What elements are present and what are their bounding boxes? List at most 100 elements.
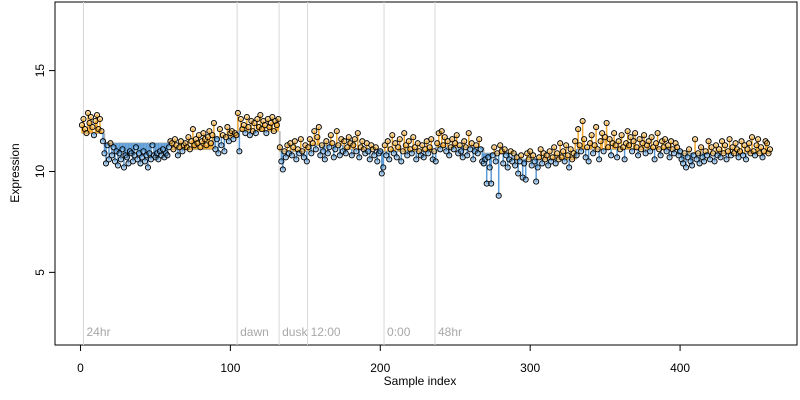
point: [599, 130, 606, 137]
x-tick-label: 300: [520, 361, 540, 375]
point: [597, 138, 604, 145]
point: [215, 150, 222, 157]
point: [566, 164, 573, 171]
point: [748, 134, 756, 141]
point: [630, 138, 637, 145]
point: [332, 146, 339, 153]
point: [453, 132, 460, 139]
point: [507, 148, 514, 155]
point: [659, 138, 666, 145]
x-tick-label: 200: [370, 361, 390, 375]
point: [585, 158, 592, 165]
point: [488, 180, 495, 187]
point: [594, 146, 601, 153]
point: [636, 136, 643, 143]
point: [465, 130, 472, 137]
point: [213, 136, 220, 143]
point: [754, 136, 762, 143]
point: [356, 154, 363, 161]
point: [269, 113, 276, 121]
point: [738, 138, 745, 145]
point: [338, 136, 345, 143]
point: [389, 132, 396, 139]
point: [303, 158, 310, 165]
point: [504, 164, 511, 171]
point: [296, 150, 303, 157]
point: [341, 138, 348, 145]
point: [473, 142, 480, 149]
point: [519, 174, 526, 181]
plot-box: [54, 1, 798, 346]
point: [381, 142, 388, 149]
point: [575, 126, 582, 133]
point: [570, 150, 577, 157]
point: [588, 132, 595, 139]
point: [632, 130, 639, 137]
point: [540, 150, 547, 157]
point: [456, 142, 463, 149]
point: [234, 109, 241, 117]
point: [321, 156, 328, 163]
point: [714, 152, 721, 159]
point: [149, 142, 156, 149]
point: [704, 152, 711, 159]
point: [384, 138, 391, 145]
point: [263, 130, 270, 137]
point: [164, 152, 171, 159]
point: [539, 160, 546, 167]
point: [86, 120, 93, 127]
point: [276, 144, 283, 151]
point: [429, 156, 436, 163]
point: [189, 126, 196, 133]
point: [757, 144, 765, 151]
point: [200, 130, 207, 137]
point: [417, 152, 424, 159]
point: [318, 142, 325, 149]
point: [173, 142, 180, 149]
marker-label: dawn: [240, 325, 269, 339]
point: [245, 124, 252, 131]
point: [120, 164, 128, 171]
point: [101, 150, 108, 157]
point: [635, 152, 642, 159]
point: [573, 152, 580, 159]
point: [401, 130, 408, 137]
point: [503, 152, 510, 159]
point: [624, 128, 631, 135]
point: [674, 144, 681, 151]
point: [623, 140, 630, 147]
point: [392, 140, 399, 147]
point: [766, 146, 774, 153]
point: [546, 148, 553, 155]
point: [440, 142, 447, 149]
point: [476, 136, 483, 143]
point: [563, 142, 570, 149]
point: [285, 150, 292, 157]
point: [410, 134, 417, 141]
point: [552, 160, 559, 167]
point: [140, 148, 147, 155]
point: [425, 150, 432, 157]
point: [386, 156, 393, 163]
point: [455, 150, 462, 157]
point: [474, 150, 481, 157]
point: [306, 136, 313, 143]
point: [727, 152, 735, 159]
point: [549, 154, 556, 161]
point: [449, 136, 456, 143]
point: [653, 140, 660, 147]
point: [278, 158, 285, 165]
marker-label: 48hr: [438, 325, 462, 339]
point: [584, 144, 591, 151]
point: [383, 152, 390, 159]
point: [288, 152, 295, 159]
point: [236, 148, 243, 155]
point: [282, 154, 289, 161]
point: [572, 138, 579, 145]
point: [117, 156, 125, 163]
point: [471, 148, 478, 155]
point: [210, 120, 217, 127]
x-axis-label: Sample index: [384, 374, 457, 388]
point: [518, 152, 525, 159]
x-tick-label: 100: [220, 361, 240, 375]
